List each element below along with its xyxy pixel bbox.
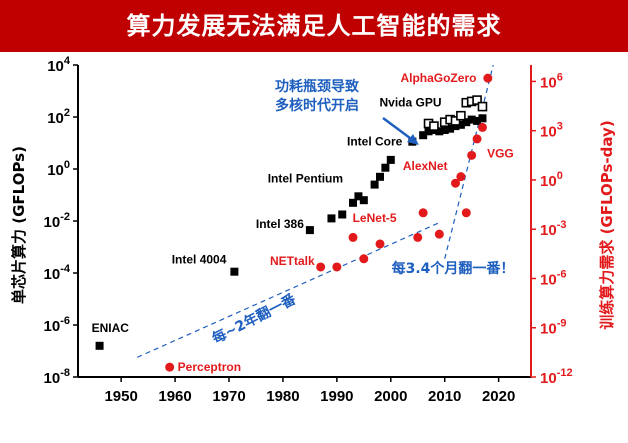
compute-growth-chart: 1950 1960 1970 1980 1990 2000 2010 2020 10-8 10-6… bbox=[10, 55, 616, 405]
cpu-point bbox=[354, 192, 363, 201]
cpu-point bbox=[446, 124, 455, 133]
gpu-point bbox=[472, 95, 482, 105]
cpu-point bbox=[435, 127, 444, 136]
cpu-point bbox=[419, 131, 428, 140]
cpu-point bbox=[467, 115, 476, 124]
label-eniac: ENIAC bbox=[92, 321, 130, 335]
cpu-point bbox=[327, 214, 336, 223]
ai-model-point bbox=[472, 134, 482, 144]
gpu-point bbox=[477, 101, 488, 112]
annotation-multicore-line2: 多核时代开启 bbox=[275, 97, 359, 114]
cpu-point bbox=[305, 226, 314, 235]
cpu-point bbox=[478, 114, 487, 123]
x-tick-label: 1980 bbox=[266, 388, 299, 405]
x-tick-label: 1950 bbox=[104, 388, 137, 405]
cpu-point bbox=[424, 127, 433, 136]
cpu-point bbox=[338, 210, 347, 219]
left-axis-title: 单芯片算力 (GFLOPs) bbox=[10, 146, 28, 304]
gpu-point bbox=[429, 121, 439, 131]
ai-model-point bbox=[359, 254, 369, 264]
cpu-point bbox=[370, 180, 379, 189]
cpu-point bbox=[359, 196, 368, 205]
left-tick-label: 10-8 bbox=[44, 367, 70, 387]
cpu-point bbox=[386, 155, 395, 164]
label-nvidia-gpu: Nvida GPU bbox=[379, 96, 441, 110]
trend-line-1 bbox=[137, 222, 440, 358]
right-tick-label: 10-9 bbox=[540, 318, 566, 338]
ai-model-point bbox=[375, 239, 385, 249]
left-tick-label: 102 bbox=[47, 107, 70, 127]
label-alphagozero: AlphaGoZero bbox=[400, 71, 476, 85]
left-tick-label: 100 bbox=[47, 159, 70, 179]
ai-model-point bbox=[461, 208, 471, 218]
title-banner bbox=[0, 0, 628, 52]
ai-model-point bbox=[348, 232, 358, 242]
right-tick-label: 103 bbox=[540, 121, 563, 141]
label-vgg: VGG bbox=[487, 146, 514, 160]
left-tick-label: 10-4 bbox=[44, 263, 71, 283]
cpu-point bbox=[451, 122, 460, 131]
label-lenet-5: LeNet-5 bbox=[353, 211, 397, 225]
cpu-point bbox=[95, 341, 104, 350]
annotation-arrow-shaft bbox=[382, 116, 415, 143]
x-tick-label: 2010 bbox=[428, 388, 461, 405]
left-tick-label: 10-2 bbox=[44, 211, 70, 231]
cpu-point bbox=[230, 267, 239, 276]
annotation-trend-late: 每3.4个月翻一番！ bbox=[392, 260, 515, 277]
x-tick-label: 2020 bbox=[482, 388, 515, 405]
cpu-point bbox=[473, 116, 482, 125]
gpu-point bbox=[456, 110, 466, 121]
ai-model-point bbox=[451, 178, 460, 188]
label-intel-core: Intel Core bbox=[347, 135, 403, 149]
right-axis-title: 训练算力需求 (GFLOPs-day) bbox=[598, 120, 616, 329]
label-perceptron: Perceptron bbox=[178, 360, 241, 374]
ai-model-point bbox=[483, 73, 493, 83]
gpu-point bbox=[450, 116, 461, 126]
left-tick-label: 10-6 bbox=[44, 315, 70, 335]
cpu-point bbox=[381, 163, 390, 172]
ai-model-point bbox=[418, 208, 428, 218]
label-intel-pentium: Intel Pentium bbox=[268, 172, 343, 186]
right-tick-label: 10-3 bbox=[540, 219, 566, 239]
ai-model-point bbox=[316, 262, 326, 272]
annotation-multicore-line1: 功耗瓶颈导致 bbox=[275, 78, 360, 95]
cpu-point bbox=[376, 172, 384, 181]
label-alexnet: AlexNet bbox=[403, 159, 448, 173]
x-tick-label: 1990 bbox=[320, 388, 353, 405]
page-title: 算力发展无法满足人工智能的需求 bbox=[126, 12, 502, 40]
trend-line-2 bbox=[444, 64, 494, 259]
ai-model-point bbox=[467, 150, 477, 160]
annotation-arrow-head bbox=[407, 134, 419, 145]
ai-model-point bbox=[332, 262, 342, 272]
banner-divider bbox=[0, 52, 628, 55]
label-nettalk: NETtalk bbox=[270, 254, 315, 268]
ai-model-point bbox=[477, 122, 487, 132]
left-tick-label: 104 bbox=[47, 55, 71, 75]
right-tick-label: 10-12 bbox=[540, 367, 573, 387]
cpu-point bbox=[456, 120, 465, 129]
right-tick-label: 10-6 bbox=[540, 268, 566, 288]
right-tick-label: 106 bbox=[540, 71, 563, 91]
x-tick-label: 1970 bbox=[212, 388, 245, 405]
cpu-point bbox=[349, 198, 358, 207]
cpu-point bbox=[462, 118, 471, 127]
label-intel-386: Intel 386 bbox=[256, 217, 304, 231]
cpu-point bbox=[440, 126, 449, 134]
ai-model-point bbox=[413, 232, 423, 242]
right-tick-label: 100 bbox=[540, 170, 563, 190]
ai-model-point bbox=[165, 362, 175, 372]
x-tick-label: 2000 bbox=[374, 388, 407, 405]
ai-model-point bbox=[456, 172, 466, 182]
ai-model-point bbox=[434, 229, 444, 239]
x-tick-label: 1960 bbox=[158, 388, 191, 405]
label-intel-4004: Intel 4004 bbox=[172, 253, 227, 267]
